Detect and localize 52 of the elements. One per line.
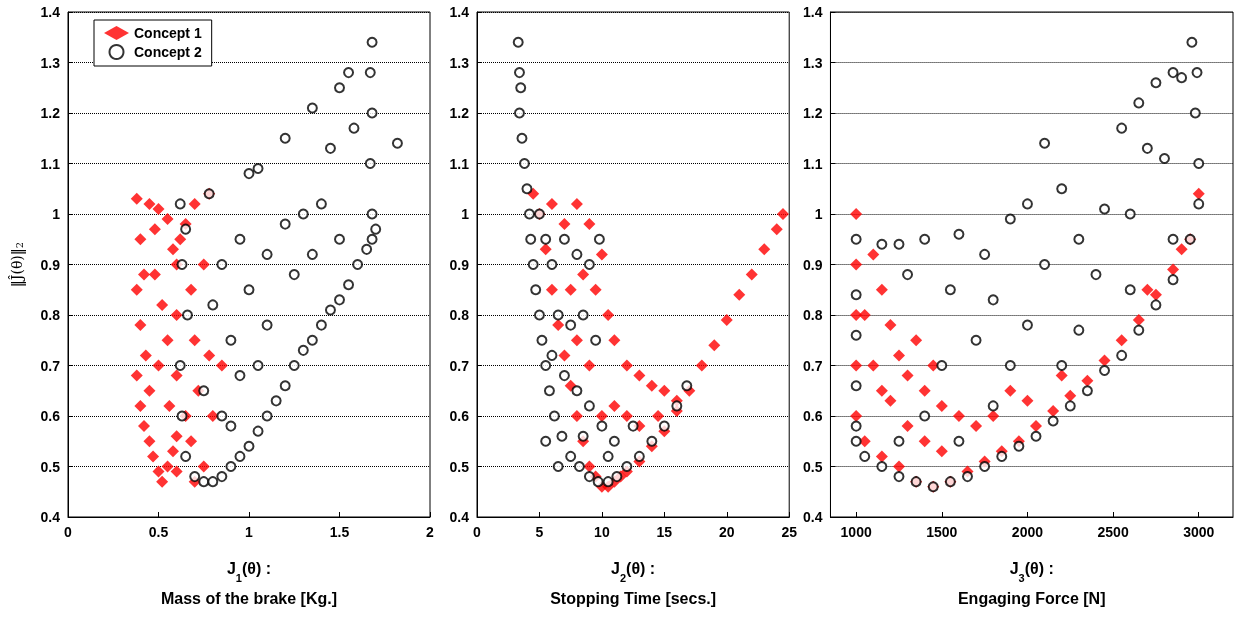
x-tick-label: 5 <box>535 524 544 540</box>
x-tick-label: 0 <box>64 524 73 540</box>
y-tick-label: 0.9 <box>40 256 61 273</box>
y-tick-label: 0.5 <box>449 458 470 475</box>
legend-label: Concept 2 <box>134 44 202 60</box>
y-tick-label: 1.4 <box>40 4 61 20</box>
x-tick-label: 1.5 <box>329 524 350 540</box>
y-tick-label: 1.2 <box>40 105 61 121</box>
x-tick-label: 15 <box>656 524 673 540</box>
x-tick-label: 0 <box>473 524 482 540</box>
y-tick-label: 1 <box>461 206 470 222</box>
y-tick-label: 0.4 <box>40 509 61 525</box>
x-tick-label: 1000 <box>840 524 872 540</box>
y-tick-label: 0.7 <box>449 357 470 374</box>
y-tick-label: 1.4 <box>802 4 823 20</box>
y-tick-label: 0.7 <box>802 357 823 374</box>
y-tick-label: 0.6 <box>449 408 470 424</box>
x-tick-label: 2500 <box>1097 524 1129 540</box>
y-tick-label: 0.4 <box>802 509 823 525</box>
x-tick-label: 3000 <box>1183 524 1215 540</box>
y-tick-label: 1.3 <box>449 54 470 71</box>
y-tick-label: 0.9 <box>802 256 823 273</box>
y-tick-label: 1.1 <box>449 155 470 172</box>
y-tick-label: 0.5 <box>40 458 61 475</box>
y-tick-label: 1 <box>52 206 61 222</box>
y-tick-label: 0.6 <box>40 408 61 424</box>
legend-label: Concept 1 <box>134 25 202 41</box>
y-tick-label: 1.3 <box>40 54 61 71</box>
x-tick-label: 1500 <box>926 524 958 540</box>
y-tick-label: 0.5 <box>802 458 823 475</box>
y-tick-label: 0.4 <box>449 509 470 525</box>
y-tick-label: 1.2 <box>449 105 470 121</box>
y-tick-label: 0.8 <box>449 307 470 323</box>
y-tick-label: 1.4 <box>449 4 470 20</box>
y-tick-label: 1.1 <box>40 155 61 172</box>
y-tick-label: 1.1 <box>802 155 823 172</box>
x-tick-label: 25 <box>781 524 798 540</box>
y-tick-label: 0.6 <box>802 408 823 424</box>
x-tick-label: 2 <box>426 524 435 540</box>
x-tick-label: 10 <box>594 524 610 540</box>
x-tick-label: 0.5 <box>148 524 169 540</box>
y-tick-label: 0.9 <box>449 256 470 273</box>
x-tick-label: 2000 <box>1011 524 1044 540</box>
y-tick-label: 1.3 <box>802 54 823 71</box>
y-tick-label: 1.2 <box>802 105 823 121</box>
y-tick-label: 0.8 <box>40 307 61 323</box>
x-tick-label: 20 <box>718 524 735 540</box>
y-tick-label: 1 <box>814 206 823 222</box>
x-tick-label: 1 <box>245 524 254 540</box>
y-tick-label: 0.7 <box>40 357 61 374</box>
y-axis-title: ‖Ĵ(θ)‖2 <box>8 241 26 288</box>
y-tick-label: 0.8 <box>802 307 823 323</box>
